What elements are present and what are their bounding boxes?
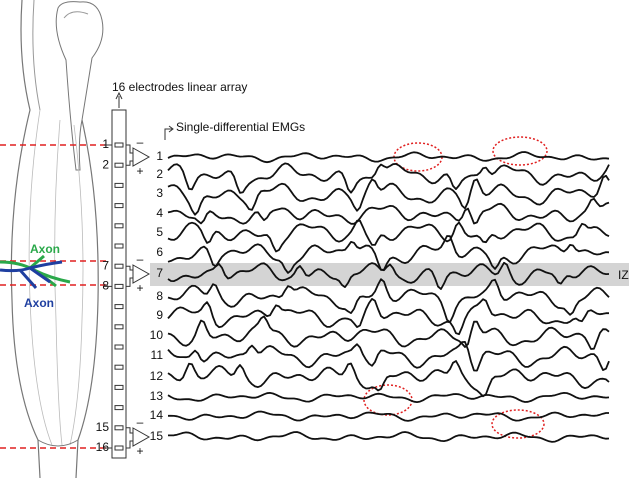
electrode bbox=[114, 203, 124, 209]
electrode bbox=[114, 344, 124, 350]
arrow-head bbox=[168, 125, 174, 133]
electrode-label: 1 bbox=[102, 137, 109, 151]
channel-label: 2 bbox=[156, 167, 163, 181]
emg-trace bbox=[167, 162, 610, 194]
amp-wire bbox=[126, 427, 133, 449]
channel-label: 10 bbox=[150, 328, 164, 342]
iz-label: IZ bbox=[618, 268, 629, 282]
electrode-label: 7 bbox=[102, 258, 109, 272]
electrode bbox=[114, 142, 124, 148]
channel-label: 4 bbox=[156, 206, 163, 220]
emg-trace bbox=[167, 197, 610, 225]
channel-label: 12 bbox=[150, 369, 164, 383]
bone bbox=[55, 1, 104, 171]
electrode bbox=[114, 405, 124, 411]
electrode bbox=[114, 324, 124, 330]
channel-label: 14 bbox=[150, 408, 164, 422]
axon-label: Axon bbox=[30, 242, 60, 256]
muscle-right bbox=[75, 119, 99, 479]
electrode bbox=[114, 283, 124, 289]
channel-label: 3 bbox=[156, 186, 163, 200]
sign-minus: – bbox=[137, 252, 144, 266]
electrode bbox=[114, 364, 124, 370]
electrode-label: 8 bbox=[102, 279, 109, 293]
tendon bbox=[37, 439, 79, 447]
channel-label: 15 bbox=[150, 429, 164, 443]
sign-plus: + bbox=[136, 281, 143, 295]
amplifier bbox=[132, 147, 151, 167]
axon-label: Axon bbox=[24, 296, 54, 310]
bone-detail bbox=[63, 11, 89, 19]
emg-trace bbox=[167, 219, 610, 253]
arrow-head bbox=[115, 91, 123, 100]
emg-trace bbox=[167, 360, 610, 398]
electrode-label: 16 bbox=[96, 440, 110, 454]
muscle-fibers bbox=[28, 109, 84, 446]
emg-trace bbox=[167, 174, 610, 216]
electrode-label: 2 bbox=[102, 157, 109, 171]
electrode bbox=[114, 263, 124, 269]
channel-label: 5 bbox=[156, 225, 163, 239]
amplifier bbox=[132, 427, 151, 447]
emg-trace bbox=[167, 298, 609, 336]
electrode bbox=[114, 384, 124, 390]
channel-label: 7 bbox=[156, 266, 163, 280]
emg-trace bbox=[168, 410, 609, 422]
electrode bbox=[114, 425, 124, 431]
muscle-left bbox=[10, 0, 41, 479]
amp-wire bbox=[126, 144, 133, 166]
emg-trace bbox=[168, 431, 610, 443]
sign-minus: – bbox=[137, 415, 144, 429]
emg-trace bbox=[167, 341, 610, 372]
subtitle: Single-differential EMGs bbox=[176, 120, 305, 134]
electrode-label: 15 bbox=[96, 420, 110, 434]
sign-minus: – bbox=[137, 135, 144, 149]
emg-trace bbox=[167, 261, 610, 290]
electrode bbox=[114, 223, 124, 229]
channel-label: 8 bbox=[156, 289, 163, 303]
emg-trace bbox=[167, 151, 610, 164]
channel-label: 1 bbox=[156, 149, 163, 163]
emg-trace bbox=[167, 315, 610, 350]
emg-trace bbox=[167, 392, 610, 403]
amp-wire bbox=[126, 265, 133, 287]
emg-trace bbox=[167, 278, 610, 324]
electrode bbox=[114, 243, 124, 249]
muscle-line bbox=[32, 0, 41, 111]
channel-label: 11 bbox=[151, 348, 164, 362]
electrode bbox=[114, 162, 124, 168]
sign-plus: + bbox=[136, 164, 143, 178]
electrode bbox=[114, 445, 124, 451]
arrow bbox=[164, 128, 172, 140]
electrode bbox=[114, 182, 124, 188]
axon-blue bbox=[0, 260, 63, 289]
channel-label: 13 bbox=[150, 389, 164, 403]
channel-label: 6 bbox=[156, 245, 163, 259]
emg-trace bbox=[167, 235, 610, 274]
highlights bbox=[363, 136, 548, 439]
sign-plus: + bbox=[136, 444, 143, 458]
amplifier bbox=[132, 264, 151, 284]
channel-label: 9 bbox=[156, 308, 163, 322]
electrode bbox=[114, 304, 124, 310]
title: 16 electrodes linear array bbox=[112, 80, 247, 94]
